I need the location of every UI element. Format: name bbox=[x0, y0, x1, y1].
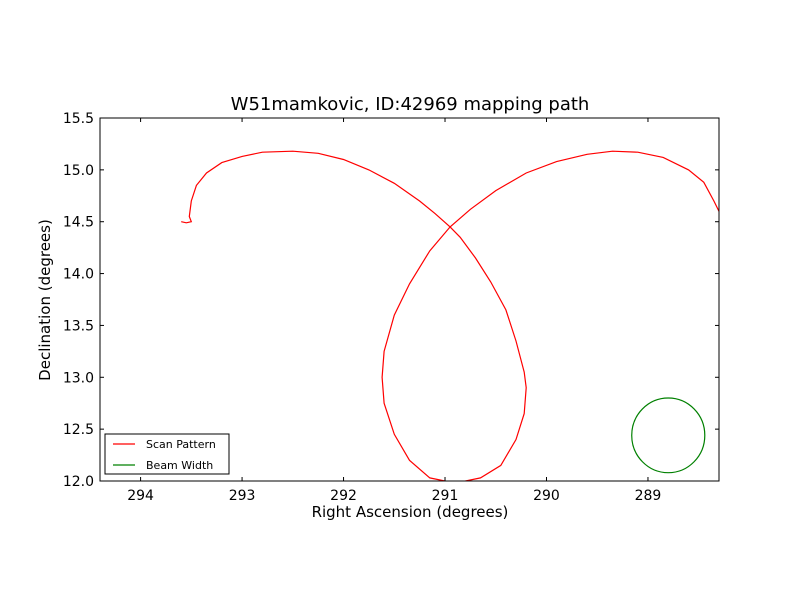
x-tick-label: 290 bbox=[533, 488, 560, 504]
scan-pattern-line bbox=[181, 150, 719, 481]
y-axis-label: Declination (degrees) bbox=[36, 219, 54, 381]
x-tick-label: 294 bbox=[127, 488, 154, 504]
y-tick-label: 13.5 bbox=[63, 318, 94, 334]
x-tick-label: 289 bbox=[635, 488, 662, 504]
legend-frame bbox=[104, 433, 230, 475]
plot-area: 294 293 292 291 290 289 12.0 12.5 13.0 13.5 14.0 14… bbox=[63, 111, 720, 504]
plot-background bbox=[100, 118, 719, 481]
x-tick-label: 293 bbox=[229, 488, 256, 504]
y-tick-label: 15.5 bbox=[63, 111, 94, 127]
y-tick-label: 12.0 bbox=[63, 474, 94, 490]
x-tick-label: 291 bbox=[432, 488, 459, 504]
y-tick-label: 13.0 bbox=[63, 370, 94, 386]
y-tick-label: 15.0 bbox=[63, 163, 94, 179]
legend: Scan Pattern Beam Width bbox=[104, 433, 230, 475]
beam-width-circle bbox=[631, 397, 706, 474]
legend-scan-pattern-label: Scan Pattern bbox=[146, 438, 216, 451]
chart-title: W51mamkovic, ID:42969 mapping path bbox=[231, 94, 590, 115]
ticks-layer: 294 293 292 291 290 289 12.0 12.5 13.0 13.5 14.0 14… bbox=[63, 111, 719, 504]
y-tick-label: 14.0 bbox=[63, 267, 94, 283]
y-tick-label: 14.5 bbox=[63, 215, 94, 231]
y-tick-label: 12.5 bbox=[63, 422, 94, 438]
legend-beam-width-label: Beam Width bbox=[146, 459, 213, 472]
plot-frame bbox=[99, 117, 720, 482]
x-tick-label: 292 bbox=[330, 488, 357, 504]
x-axis-label: Right Ascension (degrees) bbox=[312, 503, 509, 521]
series-layer bbox=[181, 150, 719, 481]
